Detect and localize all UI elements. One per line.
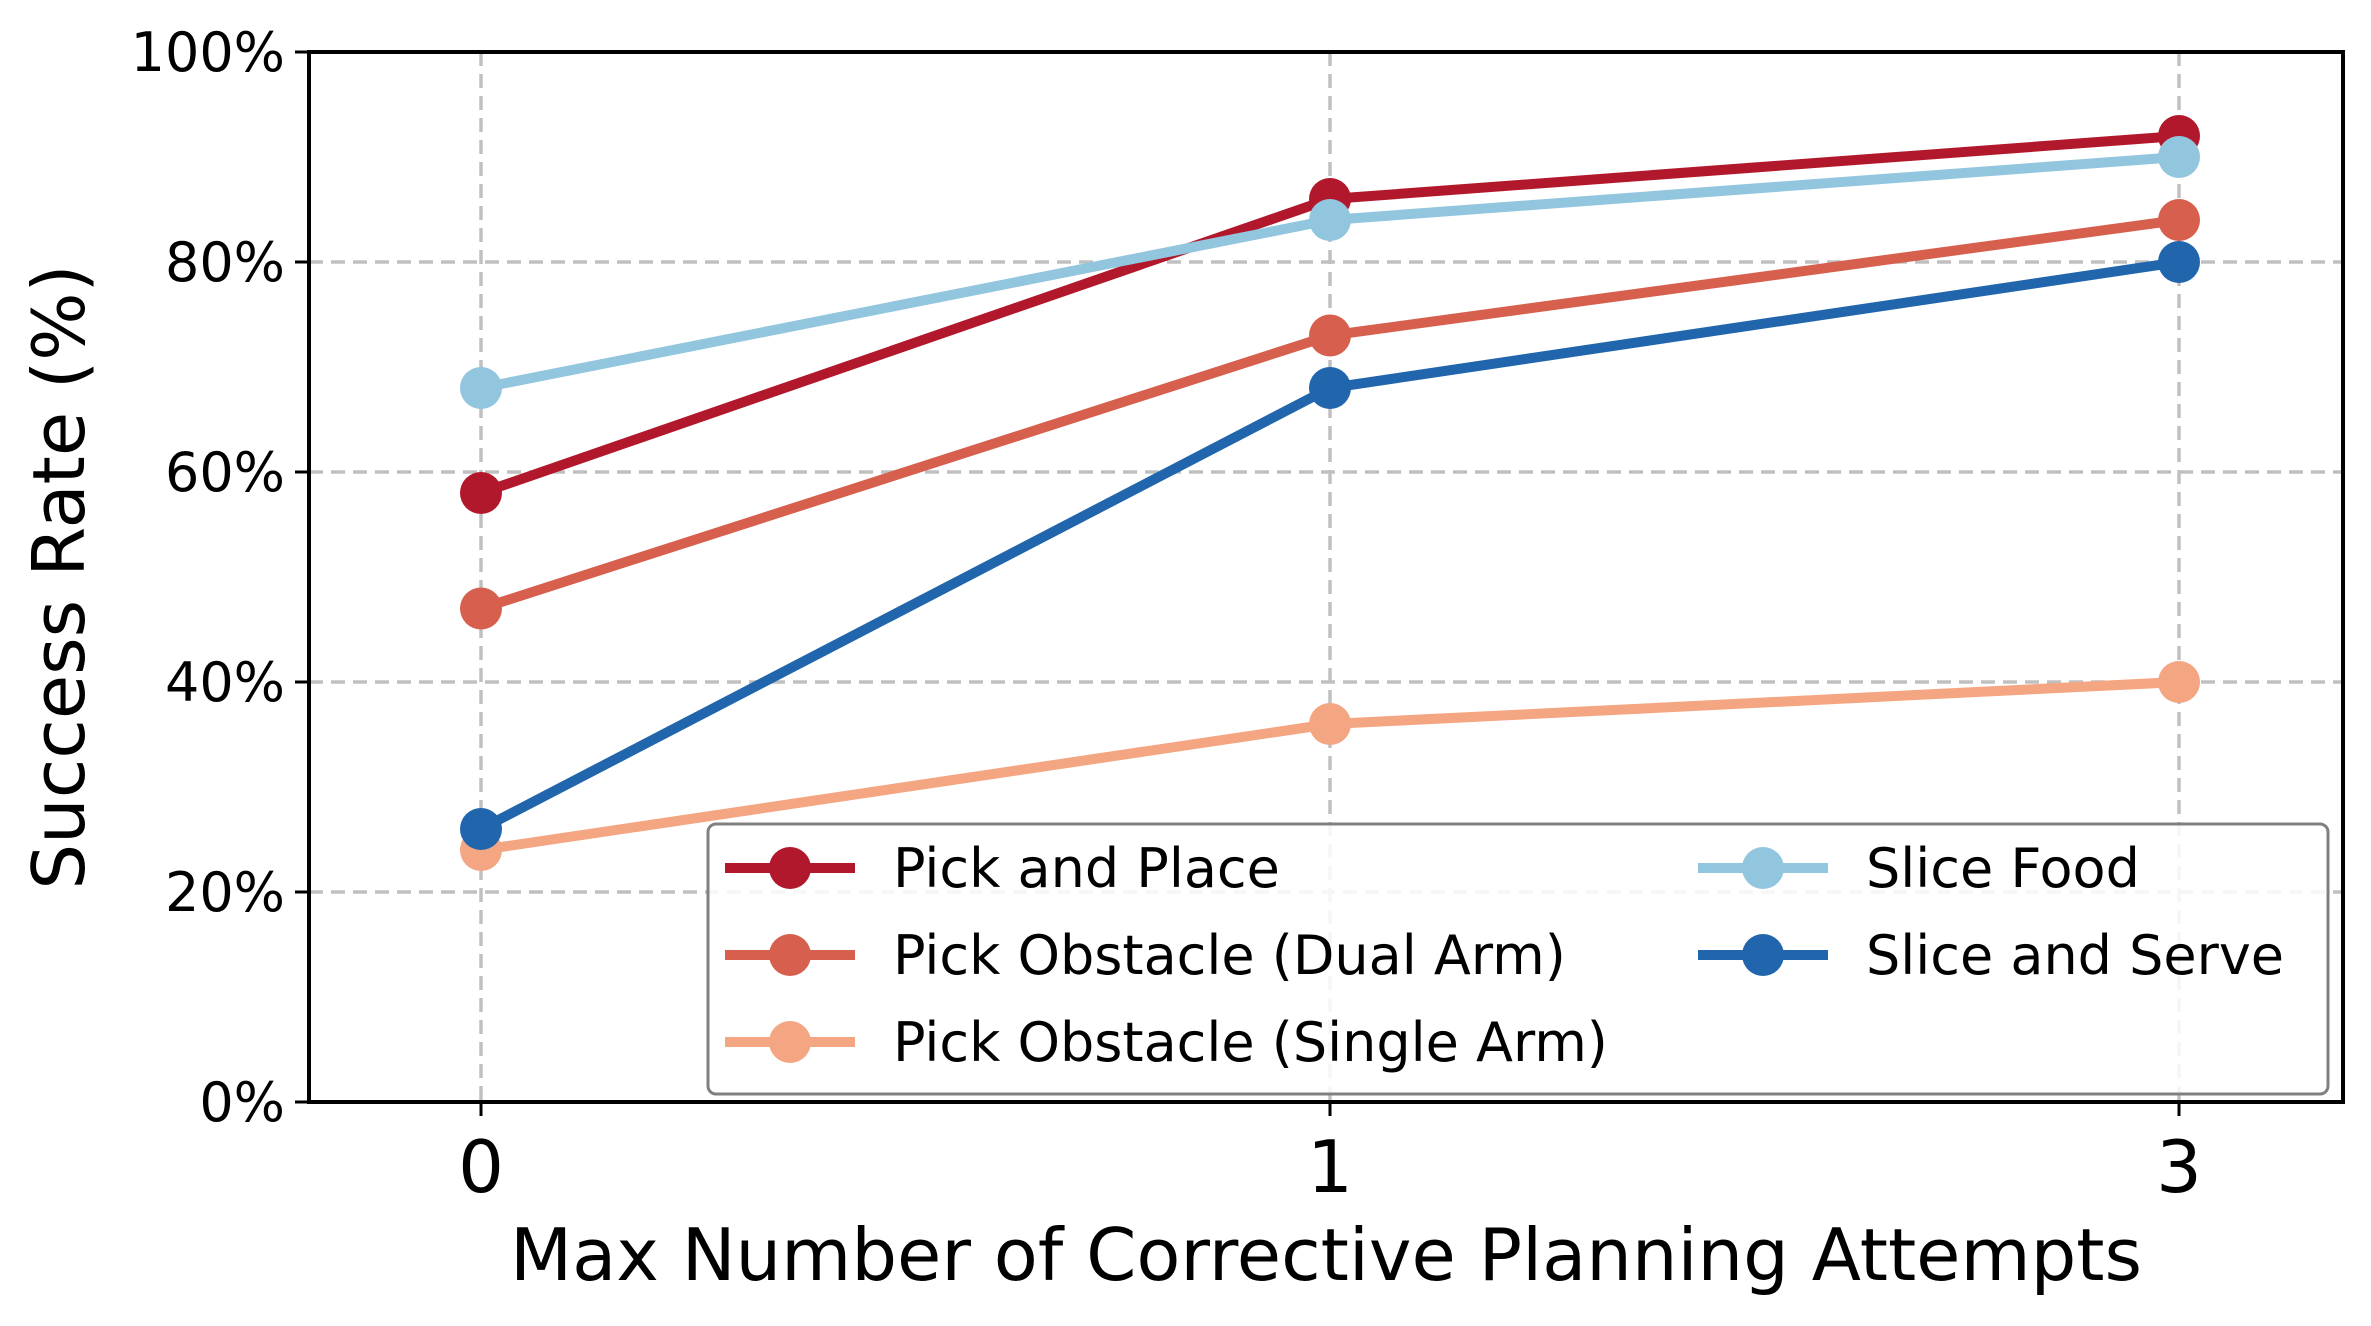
series-1: [460, 199, 2200, 630]
legend-label: Slice Food: [1866, 837, 2140, 900]
legend-swatch-marker: [1742, 934, 1784, 976]
series-4: [460, 241, 2200, 850]
legend-label: Pick Obstacle (Single Arm): [893, 1011, 1608, 1074]
legend-label: Pick and Place: [893, 837, 1280, 900]
legend: Pick and Place Pick Obstacle (Dual Arm) Pi…: [706, 822, 2330, 1096]
legend-entry: Pick Obstacle (Single Arm): [725, 1011, 1608, 1074]
series-3: [460, 136, 2200, 409]
data-point: [1309, 199, 1351, 241]
y-tick-label: 100%: [131, 21, 285, 84]
x-axis-ticks: 0 1 3: [458, 1102, 2202, 1209]
legend-label: Slice and Serve: [1866, 924, 2284, 987]
legend-entry: Slice and Serve: [1698, 924, 2284, 987]
data-point: [460, 587, 502, 630]
series-2: [460, 661, 2200, 871]
legend-swatch-marker: [1742, 847, 1784, 889]
x-tick-label: 3: [2156, 1125, 2202, 1209]
data-point: [460, 367, 502, 409]
legend-swatch-marker: [769, 1021, 811, 1063]
plot-frame: [307, 50, 2345, 1104]
series-lines: [460, 115, 2200, 871]
legend-entry: Pick and Place: [725, 837, 1280, 900]
y-tick-label: 40%: [165, 651, 285, 714]
legend-box: [706, 822, 2330, 1096]
data-point: [460, 808, 502, 850]
legend-entry: Pick Obstacle (Dual Arm): [725, 924, 1566, 987]
data-point: [1309, 314, 1351, 357]
data-point: [2158, 661, 2200, 703]
y-tick-label: 0%: [199, 1071, 285, 1134]
y-tick-label: 60%: [165, 441, 285, 504]
x-tick-label: 0: [458, 1125, 504, 1209]
data-point: [2158, 241, 2200, 283]
data-point: [1309, 703, 1351, 745]
y-tick-label: 80%: [165, 231, 285, 294]
x-tick-label: 1: [1307, 1125, 1353, 1209]
data-point: [1309, 367, 1351, 409]
legend-items: Pick and Place Pick Obstacle (Dual Arm) Pi…: [725, 837, 2284, 1074]
data-point: [2158, 199, 2200, 241]
data-point: [2158, 136, 2200, 178]
data-point: [460, 472, 502, 514]
legend-swatch-marker: [769, 934, 811, 976]
legend-label: Pick Obstacle (Dual Arm): [893, 924, 1566, 987]
y-axis-ticks: 0% 20% 40% 60% 80% 100%: [131, 21, 309, 1134]
x-axis-label: Max Number of Corrective Planning Attemp…: [510, 1213, 2142, 1297]
legend-entry: Slice Food: [1698, 837, 2140, 900]
legend-swatch-marker: [769, 847, 811, 889]
y-axis-label: Success Rate (%): [17, 264, 101, 889]
y-tick-label: 20%: [165, 861, 285, 924]
